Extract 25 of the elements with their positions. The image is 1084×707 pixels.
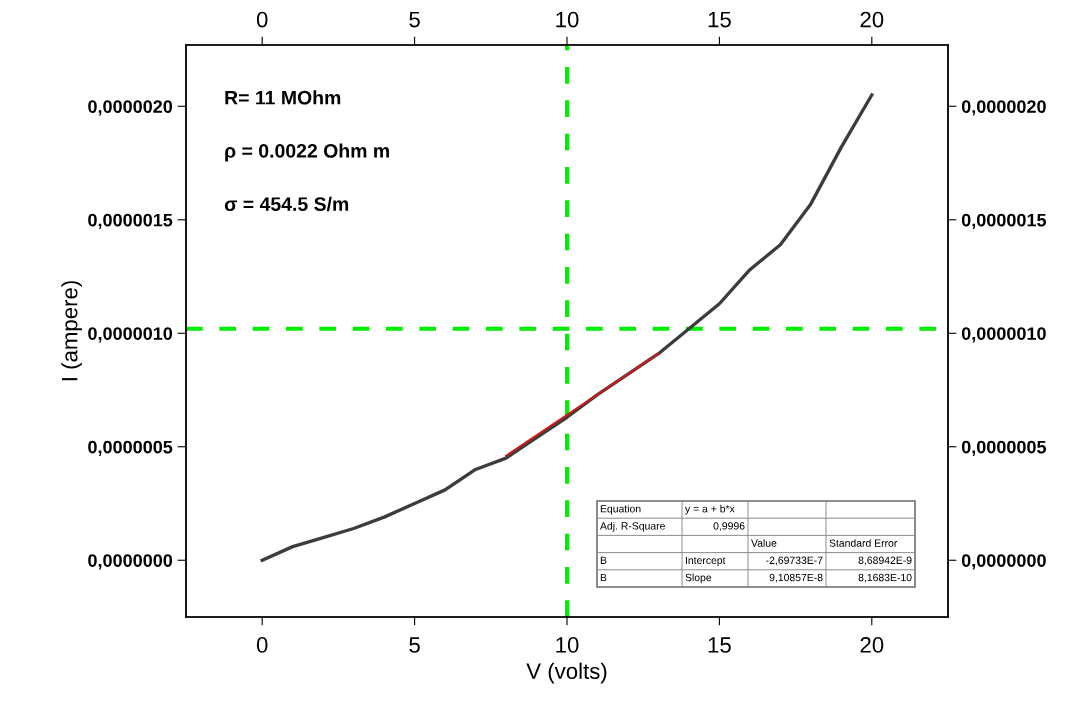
annotation: σ = 454.5 S/m [224,196,349,212]
annotation: ρ = 0.0022 Ohm m [225,143,389,162]
x2-tick-label: 15 [708,637,731,653]
x2-tick-label: 20 [860,637,884,653]
x-axis-title: V (volts) [526,662,607,684]
y2-tick-label: 0,0000005 [961,440,1047,457]
y-tick-label: 0,0000020 [88,100,173,116]
x2-tick-label: 0 [256,637,268,653]
x-tick-label: 15 [708,11,731,28]
y-tick-label: 0,0000010 [88,327,173,343]
y-tick-label: 0,0000015 [88,213,173,230]
annotation: R= 11 MOhm [225,90,341,105]
y2-tick-label: 0,0000010 [961,327,1046,343]
x-tick-label: 20 [860,11,884,28]
y2-tick-label: 0,0000000 [961,554,1046,570]
y2-tick-label: 0,0000020 [961,100,1046,116]
x2-tick-label: 5 [409,637,420,653]
x-tick-label: 5 [409,11,420,28]
x-tick-label: 0 [256,11,268,28]
x-tick-label: 10 [556,11,579,28]
y-tick-label: 0,0000000 [88,554,173,570]
y-axis-title: I (ampere) [61,281,82,381]
y2-tick-label: 0,0000015 [961,213,1047,230]
x2-tick-label: 10 [556,637,579,653]
y-tick-label: 0,0000005 [88,440,173,457]
